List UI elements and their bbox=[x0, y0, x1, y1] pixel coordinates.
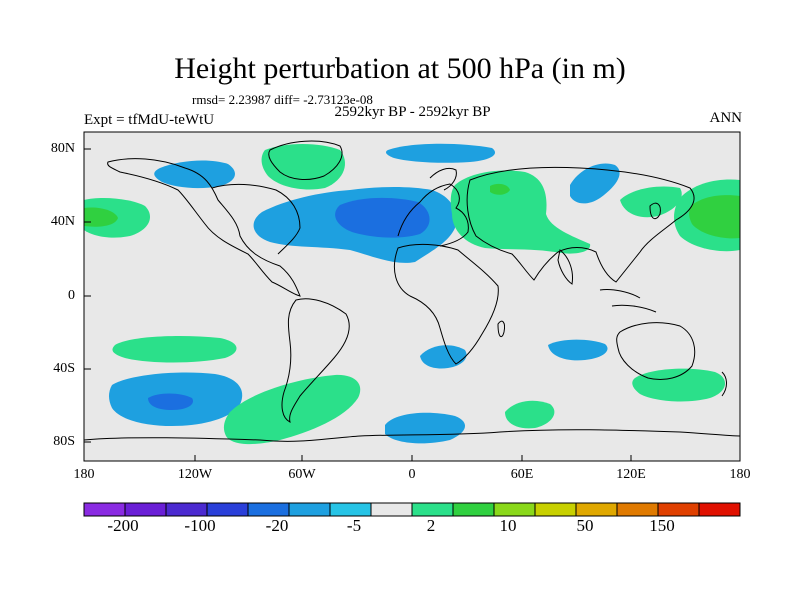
positive-region-pacific-subarctic bbox=[620, 186, 682, 218]
colorbar-label: 150 bbox=[649, 516, 675, 535]
colorbar-swatch bbox=[698, 502, 741, 517]
negative-core-north-atlantic bbox=[335, 197, 430, 238]
colorbar-swatch bbox=[247, 502, 290, 517]
period-label: 2592kyr BP - 2592kyr BP bbox=[334, 104, 491, 120]
negative-region-arctic bbox=[386, 143, 496, 163]
coast-india bbox=[557, 249, 573, 285]
coast-scandinavia bbox=[429, 167, 457, 191]
positive-core-eurasia bbox=[490, 183, 510, 195]
colorbar-swatch bbox=[616, 502, 659, 517]
stats-text: rmsd= 2.23987 diff= -2.73123e-08 bbox=[192, 92, 373, 107]
map-panel bbox=[83, 131, 741, 462]
lon-label-180w: 180 bbox=[73, 467, 95, 482]
colorbar-swatch bbox=[206, 502, 249, 517]
colorbar-label: -5 bbox=[346, 516, 362, 535]
colorbar-label: 50 bbox=[576, 516, 594, 535]
positive-core-west-pacific bbox=[84, 207, 118, 227]
lat-label-40s: 40S bbox=[53, 361, 75, 376]
lat-label-0: 0 bbox=[68, 288, 75, 303]
coast-europe bbox=[397, 183, 469, 247]
colorbar-swatch bbox=[288, 502, 331, 517]
lon-label-0: 0 bbox=[408, 467, 416, 482]
positive-core-east-pacific bbox=[689, 195, 740, 239]
season-label: ANN bbox=[709, 110, 743, 126]
lon-label-60w: 60W bbox=[288, 467, 316, 482]
colorbar-swatch bbox=[329, 502, 372, 517]
lon-label-180e: 180 bbox=[729, 467, 751, 482]
positive-region-southwest-pacific bbox=[632, 368, 726, 402]
colorbar-swatch bbox=[411, 502, 454, 517]
coast-new-zealand bbox=[721, 371, 727, 397]
negative-region-indian-ocean bbox=[548, 339, 608, 361]
coast-north-america bbox=[107, 158, 301, 297]
coast-southeast-asia-islands bbox=[599, 289, 657, 313]
lon-label-120e: 120E bbox=[616, 467, 646, 482]
coastlines bbox=[84, 140, 740, 442]
colorbar-swatch bbox=[657, 502, 700, 517]
map-ticks bbox=[84, 148, 632, 461]
colorbar-label: -200 bbox=[107, 516, 139, 535]
coast-japan bbox=[649, 202, 661, 220]
colorbar-label: 2 bbox=[426, 516, 436, 535]
colorbar-swatch bbox=[493, 502, 536, 517]
colorbar-swatch bbox=[370, 502, 413, 517]
coast-asia bbox=[466, 166, 695, 283]
positive-region-greenland bbox=[261, 144, 345, 190]
coast-madagascar bbox=[497, 320, 505, 338]
lon-label-60e: 60E bbox=[510, 467, 534, 482]
colorbar-swatch bbox=[452, 502, 495, 517]
coast-south-america bbox=[281, 298, 350, 423]
colorbar-swatch bbox=[83, 502, 126, 517]
contour-fields bbox=[84, 143, 740, 445]
negative-region-southern-ocean bbox=[385, 412, 466, 444]
colorbar-swatch bbox=[165, 502, 208, 517]
colorbar-swatch bbox=[575, 502, 618, 517]
coast-greenland bbox=[268, 140, 343, 180]
coast-africa bbox=[394, 243, 499, 365]
negative-core-south-pacific bbox=[148, 393, 194, 410]
colorbar bbox=[83, 502, 741, 517]
negative-region-asia bbox=[570, 163, 620, 204]
lat-label-80n: 80N bbox=[50, 141, 75, 156]
colorbar-label: -100 bbox=[184, 516, 216, 535]
colorbar-label: -20 bbox=[265, 516, 289, 535]
colorbar-swatch bbox=[534, 502, 577, 517]
map-title: Height perturbation at 500 hPa (in m) bbox=[174, 52, 626, 85]
lat-label-40n: 40N bbox=[50, 214, 75, 229]
positive-region-southern-indian bbox=[505, 400, 555, 429]
negative-region-north-pacific bbox=[154, 160, 235, 189]
experiment-label: Expt = tfMdU-teWtU bbox=[84, 112, 215, 128]
colorbar-swatch bbox=[124, 502, 167, 517]
positive-region-eurasia bbox=[450, 170, 591, 254]
lon-label-120w: 120W bbox=[177, 467, 213, 482]
colorbar-label: 10 bbox=[499, 516, 517, 535]
positive-region-tropical-pacific bbox=[112, 336, 237, 363]
coast-australia bbox=[616, 322, 696, 380]
lat-label-80s: 80S bbox=[53, 434, 75, 449]
coast-north-america-east bbox=[211, 183, 301, 255]
coast-antarctica bbox=[84, 429, 740, 442]
